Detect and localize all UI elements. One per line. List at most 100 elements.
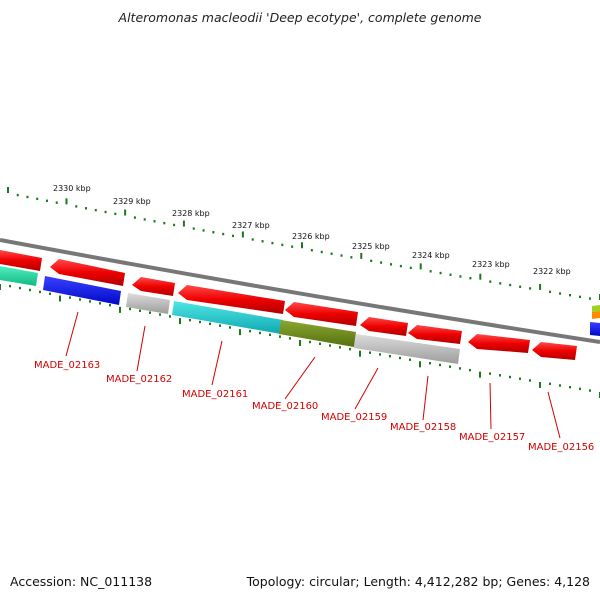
scale-dot (499, 374, 501, 377)
scale-dot (139, 309, 141, 313)
scale-dot (459, 367, 461, 370)
scale-dot (569, 293, 572, 297)
scale-dot (350, 256, 353, 259)
scale-dot (289, 337, 291, 340)
gene-arrow (178, 285, 285, 314)
scale-dot (519, 285, 522, 288)
scale-label-2324: 2324 kbp (412, 251, 450, 260)
scale-dot (163, 221, 166, 225)
gene-block (279, 320, 356, 347)
scale-dot (389, 263, 392, 266)
scale-dot (261, 240, 264, 243)
gene-arrow (468, 334, 530, 353)
scale-dot (79, 298, 81, 301)
scale-dot (279, 335, 281, 338)
scale-dot (19, 286, 21, 290)
scale-dot (109, 303, 111, 307)
scale-dot (209, 322, 211, 326)
scale-dot (339, 346, 341, 349)
scale-dot (429, 270, 432, 273)
scale-dot (39, 290, 41, 294)
scale-dot (281, 243, 284, 247)
scale-dot (509, 283, 512, 287)
outer-scale-ticks (7, 187, 600, 300)
scale-dot (310, 249, 313, 252)
scale-dot (389, 355, 391, 358)
gene-block (43, 276, 121, 305)
scale-dot (149, 311, 151, 314)
leader-line (422, 375, 429, 421)
scale-dot (173, 223, 176, 227)
scale-dot (529, 287, 532, 290)
scale-dot (340, 254, 343, 257)
scale-dot (189, 318, 191, 322)
scale-dot (469, 277, 472, 280)
scale-dot (329, 344, 331, 347)
gene-arrow (285, 302, 358, 326)
scale-dot (251, 238, 254, 241)
scale-dot (409, 266, 412, 270)
gene-arrow (360, 317, 408, 336)
inner-scale-ticks (0, 284, 600, 398)
scale-dot (219, 324, 221, 327)
gene-label-made-02156: MADE_02156 (528, 442, 594, 453)
scale-dot (89, 300, 91, 303)
scale-dot (579, 295, 582, 299)
scale-dot (212, 231, 215, 234)
scale-dot (439, 271, 442, 275)
scale-dot (370, 259, 373, 263)
scale-dot (85, 207, 88, 210)
gene-arrow (0, 250, 42, 271)
scale-dot (449, 273, 452, 276)
scale-dot (579, 387, 581, 391)
gene-block (0, 266, 38, 286)
scale-dot (489, 280, 492, 283)
scale-dot (36, 197, 39, 201)
scale-dot (330, 252, 333, 255)
scale-dot (159, 313, 161, 316)
scale-dot (55, 201, 58, 204)
scale-dot (349, 347, 351, 351)
scale-dot (569, 385, 571, 389)
scale-dot (129, 307, 131, 311)
scale-dot (114, 212, 117, 216)
outer-scale-track (16, 193, 592, 300)
gene-fragment (592, 305, 600, 312)
scale-dot (153, 220, 156, 223)
leader-line (547, 391, 561, 439)
gene-label-made-02161: MADE_02161 (182, 389, 248, 400)
gene-label-made-02162: MADE_02162 (106, 374, 172, 385)
gene-fragment (592, 311, 600, 319)
leader-line (284, 356, 316, 400)
scale-dot (439, 363, 441, 367)
genome-title: Alteromonas macleodii 'Deep ecotype', co… (118, 10, 482, 25)
gene-block (172, 301, 283, 334)
forward-strand-genes (0, 250, 600, 360)
gene-arrow (50, 259, 125, 286)
scale-dot (99, 302, 101, 305)
scale-dot (133, 216, 136, 219)
scale-label-2323: 2323 kbp (472, 260, 510, 269)
reverse-strand-genes (0, 266, 600, 364)
scale-dot (320, 250, 323, 254)
scale-dot (45, 199, 48, 202)
scale-label-2328: 2328 kbp (172, 209, 210, 218)
scale-labels: 2330 kbp 2329 kbp 2328 kbp 2327 kbp 2326… (53, 184, 571, 276)
scale-dot (291, 245, 294, 248)
scale-dot (589, 389, 591, 392)
scale-dot (143, 218, 146, 221)
gene-arrow (408, 325, 462, 344)
scale-dot (529, 379, 531, 382)
scale-dot (469, 368, 471, 372)
scale-dot (69, 296, 71, 299)
gene-arrow (132, 277, 175, 296)
scale-dot (399, 356, 401, 360)
scale-label-2330: 2330 kbp (53, 184, 91, 193)
gene-label-made-02158: MADE_02158 (390, 422, 456, 433)
scale-dot (229, 326, 231, 329)
scale-dot (199, 320, 201, 324)
gene-label-made-02163: MADE_02163 (34, 360, 100, 371)
scale-dot (249, 329, 251, 333)
label-leaders (65, 311, 561, 439)
